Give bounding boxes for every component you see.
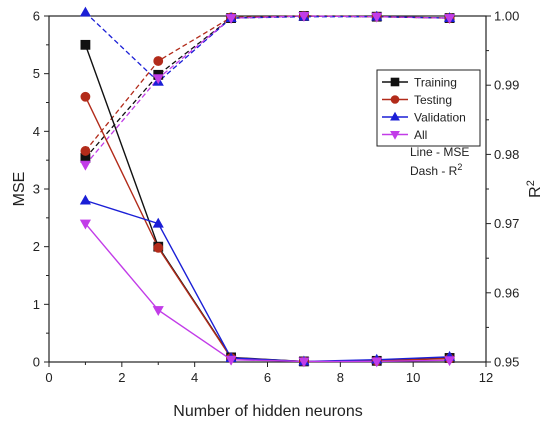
series-all-r2-point (371, 12, 383, 23)
series-testing-r2-line (84, 15, 450, 152)
y-left-tick-label: 5 (33, 66, 40, 81)
y-axis-right-title: R2 (525, 180, 544, 198)
y-left-tick-label: 2 (33, 239, 40, 254)
x-tick-label: 6 (264, 370, 271, 385)
series-all-r2-point (79, 160, 91, 171)
series-testing-r2-point (80, 146, 91, 156)
y-left-tick-label: 6 (33, 9, 40, 24)
series-all-r2-line (84, 15, 450, 166)
series-all-r2-point (225, 14, 237, 24)
series-all-r2-point (444, 14, 456, 24)
y-right-tick-label: 0.96 (494, 285, 519, 300)
y-right-tick-label: 1.00 (494, 9, 519, 24)
y-right-tick-label: 0.97 (494, 216, 519, 231)
legend-training-swatch-marker (390, 77, 400, 87)
y-left-tick-label: 4 (33, 124, 40, 139)
plot-frame (48, 15, 487, 363)
x-tick-label: 0 (45, 370, 52, 385)
series-all-mse-point (371, 357, 383, 368)
y-right-tick-label: 0.98 (494, 147, 519, 162)
y-left-tick-label: 3 (33, 182, 40, 197)
series-validation-r2-point (79, 6, 91, 17)
legend-testing-swatch-marker (390, 95, 400, 104)
legend-validation-label: Validation (414, 111, 466, 125)
legend-testing-label: Testing (414, 93, 452, 107)
series-training-mse-point (80, 39, 91, 50)
x-tick-label: 8 (337, 370, 344, 385)
series-all-mse-point (225, 355, 237, 366)
series-all-mse-point (152, 306, 164, 317)
series-testing-mse-point (80, 91, 91, 102)
series-layer (79, 6, 456, 368)
x-tick-label: 10 (406, 370, 420, 385)
series-all-r2-point (298, 12, 310, 22)
annotation-dash-r2-sup: 2 (457, 162, 462, 172)
x-tick-label: 12 (479, 370, 493, 385)
series-testing-r2-point (153, 56, 164, 66)
series-validation-mse-line (85, 199, 450, 363)
annotation-dash-r2-base: Dash - R (410, 164, 458, 178)
legend-training-label: Training (414, 76, 457, 90)
legend-all-swatch-marker (390, 131, 400, 140)
annotation-line-mse: Line - MSE (410, 145, 469, 159)
x-tick-label: 2 (118, 370, 125, 385)
x-axis-title: Number of hidden neurons (173, 403, 362, 420)
y-axis-right-title-sup: 2 (525, 180, 537, 186)
series-all-mse-point (298, 357, 310, 368)
y-axis-right-title-base: R (527, 186, 544, 198)
series-all-r2-point (152, 74, 164, 85)
series-testing-mse-point (153, 242, 164, 253)
y-right-tick-label: 0.99 (494, 78, 519, 93)
axes (48, 15, 487, 363)
y-left-tick-label: 0 (33, 355, 40, 370)
series-validation-mse-point (152, 217, 164, 228)
series-validation-mse-point (79, 194, 91, 205)
series-all-mse-line (84, 223, 450, 363)
y-right-tick-label: 0.95 (494, 355, 519, 370)
legend-validation-swatch-marker (390, 111, 400, 121)
legend: Training Testing Validation All (376, 69, 481, 147)
y-axis-left-title: MSE (11, 172, 28, 207)
legend-all-label: All (414, 128, 427, 142)
annotation-dash-r2: Dash - R2 (410, 162, 462, 178)
series-all-mse-point (444, 356, 456, 367)
series-all-mse-point (79, 219, 91, 230)
y-left-tick-label: 1 (33, 297, 40, 312)
x-tick-label: 4 (191, 370, 198, 385)
